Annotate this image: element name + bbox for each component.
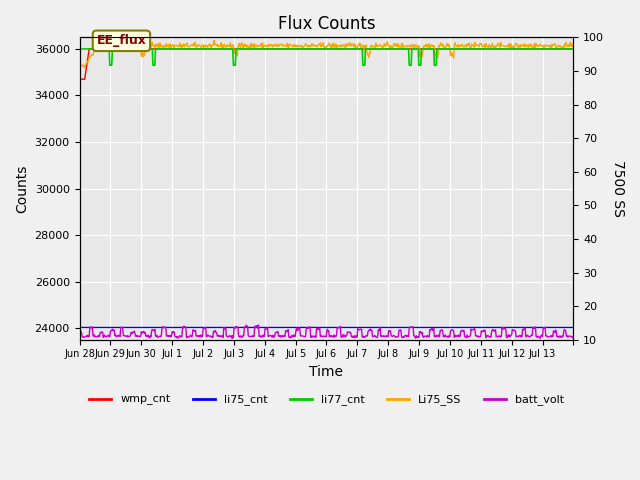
Legend: wmp_cnt, li75_cnt, li77_cnt, Li75_SS, batt_volt: wmp_cnt, li75_cnt, li77_cnt, Li75_SS, ba… xyxy=(84,390,568,410)
Y-axis label: 7500 SS: 7500 SS xyxy=(611,160,625,217)
Title: Flux Counts: Flux Counts xyxy=(278,15,375,33)
X-axis label: Time: Time xyxy=(310,365,344,379)
Text: EE_flux: EE_flux xyxy=(97,34,147,48)
Y-axis label: Counts: Counts xyxy=(15,164,29,213)
